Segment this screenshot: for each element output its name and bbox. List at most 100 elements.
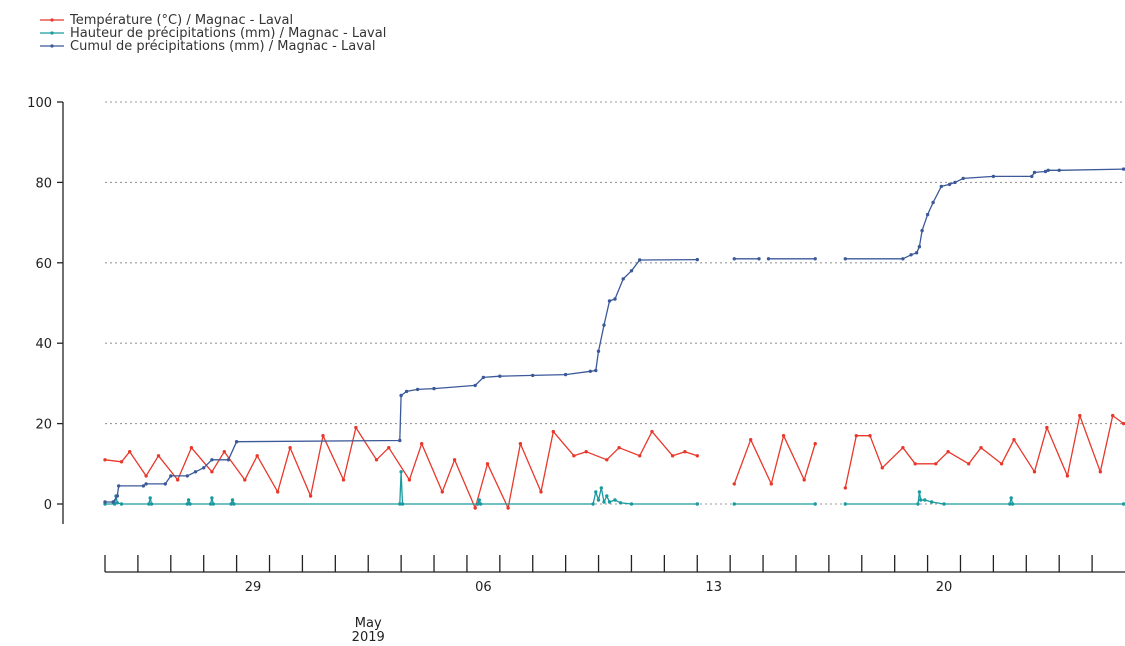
legend-marker — [50, 31, 54, 35]
data-point — [243, 478, 247, 482]
data-point — [185, 502, 189, 506]
legend-marker — [50, 44, 54, 48]
data-point — [232, 502, 236, 506]
legend-marker — [50, 18, 54, 22]
data-point — [1045, 425, 1049, 430]
data-point — [144, 474, 148, 478]
data-point — [119, 502, 124, 506]
x-tick-label: 06 — [475, 580, 492, 595]
data-point — [732, 257, 736, 261]
data-point — [602, 323, 606, 327]
data-point — [629, 269, 634, 273]
x-tick-label: 13 — [705, 580, 722, 595]
series-line — [105, 471, 698, 505]
data-point — [222, 450, 226, 454]
data-point — [843, 257, 847, 261]
data-point — [683, 450, 687, 454]
data-point — [111, 500, 115, 504]
data-point — [415, 387, 420, 392]
data-point — [234, 440, 239, 444]
series-line — [105, 258, 698, 503]
data-point — [354, 425, 358, 430]
data-point — [398, 438, 402, 443]
data-point — [953, 180, 957, 185]
data-point — [1057, 168, 1061, 172]
data-point — [947, 182, 952, 187]
data-point — [115, 494, 120, 498]
data-point — [531, 373, 535, 378]
data-point — [189, 446, 194, 450]
data-point — [185, 474, 189, 478]
data-point — [732, 482, 736, 486]
data-point — [163, 482, 167, 486]
data-point — [387, 446, 391, 450]
data-point — [518, 442, 523, 446]
data-point — [813, 502, 817, 506]
data-point — [148, 496, 152, 500]
data-point — [476, 502, 480, 506]
data-point — [757, 257, 761, 261]
data-point — [843, 486, 847, 490]
data-point — [769, 482, 773, 486]
data-point — [144, 482, 148, 486]
data-point — [599, 486, 603, 490]
y-grid — [105, 101, 1125, 505]
data-point — [440, 490, 444, 494]
data-point — [843, 502, 847, 506]
data-point — [478, 502, 483, 506]
data-point — [802, 478, 806, 482]
data-point — [1046, 168, 1050, 172]
series-layer — [103, 167, 1125, 510]
data-point — [638, 258, 642, 262]
data-point — [695, 502, 699, 506]
data-point — [942, 502, 946, 506]
data-point — [999, 462, 1004, 466]
data-point — [404, 389, 409, 394]
data-point — [473, 506, 477, 510]
data-point — [931, 200, 935, 205]
data-point — [880, 466, 884, 470]
data-point — [276, 490, 280, 494]
data-point — [607, 299, 612, 303]
data-point — [119, 460, 124, 464]
data-point — [193, 470, 198, 474]
data-point — [916, 502, 920, 506]
data-point — [923, 498, 927, 502]
data-point — [1032, 470, 1037, 474]
data-point — [596, 498, 601, 502]
data-point — [211, 502, 215, 506]
data-point — [781, 434, 786, 438]
data-point — [650, 429, 654, 434]
data-point — [1009, 496, 1013, 500]
data-point — [169, 474, 173, 478]
series-line — [845, 491, 1124, 505]
data-point — [930, 500, 934, 504]
data-point — [695, 454, 699, 458]
data-point — [594, 490, 598, 494]
data-point — [1043, 169, 1048, 174]
y-tick-label: 100 — [27, 96, 52, 111]
data-point — [979, 446, 983, 450]
data-point — [473, 383, 477, 388]
data-point — [399, 470, 403, 474]
data-point — [629, 502, 634, 506]
data-point — [208, 502, 213, 506]
data-point — [288, 446, 292, 450]
y-tick-label: 60 — [35, 257, 52, 272]
series-line — [733, 435, 816, 485]
data-point — [407, 478, 412, 482]
data-point — [1012, 438, 1016, 442]
series-1 — [103, 470, 1125, 506]
data-point — [186, 498, 191, 502]
data-point — [591, 502, 595, 506]
data-point — [605, 494, 609, 498]
data-point — [481, 375, 486, 380]
data-point — [202, 466, 206, 470]
data-point — [400, 502, 405, 506]
data-point — [188, 502, 192, 506]
data-point — [695, 257, 699, 262]
y-tick-label: 40 — [35, 337, 52, 352]
data-point — [638, 454, 642, 458]
